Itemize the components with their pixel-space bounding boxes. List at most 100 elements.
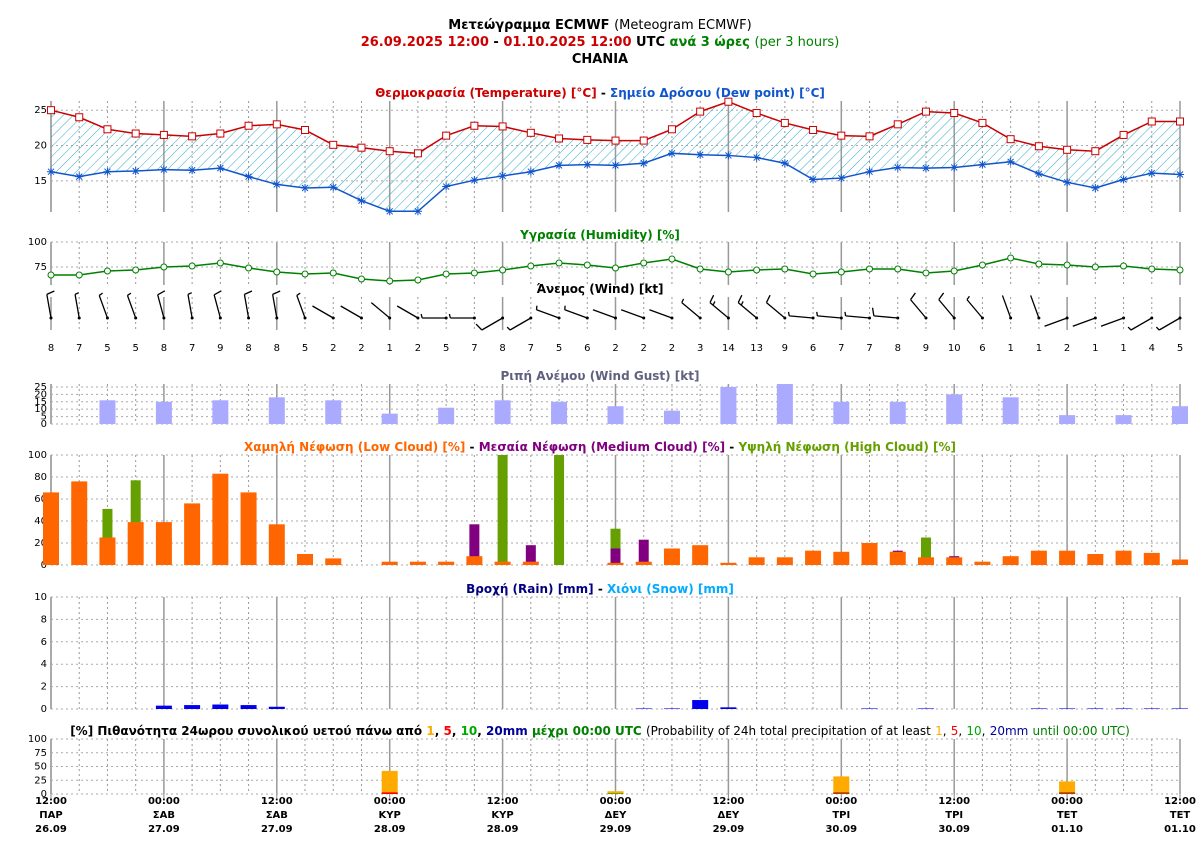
- marker: [75, 271, 83, 279]
- t: Θερμοκρασία (Temperature) [°C]: [375, 86, 597, 100]
- t: ,: [958, 724, 963, 738]
- wind-barb: [370, 302, 391, 319]
- bar: [438, 561, 455, 565]
- bar: [1059, 793, 1076, 794]
- marker: [1147, 117, 1156, 126]
- x-tick-label: 30.09: [938, 824, 970, 835]
- wind-barb: [1044, 317, 1068, 327]
- marker: [499, 266, 507, 274]
- step-en: (per 3 hours): [754, 35, 840, 50]
- wind-speed: 7: [866, 343, 872, 354]
- marker: [103, 125, 112, 134]
- marker: [301, 270, 309, 278]
- bar: [469, 524, 480, 565]
- marker: [470, 176, 479, 185]
- barb-base: [472, 316, 476, 320]
- bar: [1172, 708, 1188, 709]
- t: 10: [966, 724, 982, 738]
- x-tick-label: 30.09: [825, 824, 857, 835]
- barb-base: [1009, 316, 1013, 320]
- x-tick-label: 28.09: [374, 824, 406, 835]
- bar: [184, 705, 201, 709]
- wind-barb: [312, 305, 334, 319]
- marker: [245, 264, 253, 272]
- marker: [386, 277, 394, 285]
- marker: [103, 267, 111, 275]
- bar: [776, 557, 793, 565]
- wind-speed: 5: [132, 343, 138, 354]
- bar: [720, 562, 737, 565]
- wind-barb: [592, 309, 616, 319]
- marker: [131, 129, 140, 138]
- barb-base: [1093, 316, 1097, 320]
- y-tick-label: 25: [34, 382, 47, 393]
- wind-speed: 6: [584, 343, 590, 354]
- barb-base: [642, 316, 646, 320]
- wind-barb: [74, 292, 80, 319]
- bar: [43, 492, 59, 565]
- bar: [268, 706, 285, 709]
- barb-base: [1178, 316, 1182, 320]
- marker: [668, 255, 676, 263]
- barb-base: [783, 316, 787, 320]
- wind-barb: [938, 292, 955, 319]
- panel-title: Άνεμος (Wind) [kt]: [536, 282, 664, 296]
- marker: [1006, 157, 1015, 166]
- bar: [607, 791, 624, 794]
- marker: [357, 143, 366, 152]
- barb-base: [1037, 316, 1041, 320]
- marker: [498, 122, 507, 131]
- marker: [781, 265, 789, 273]
- bar: [102, 508, 113, 565]
- marker: [1063, 178, 1072, 187]
- t: [%] Πιθανότητα 24ωρου συνολικού υετού πά…: [70, 724, 423, 738]
- wind-speed: 2: [415, 343, 421, 354]
- wind-barb: [126, 292, 137, 319]
- marker: [639, 159, 648, 168]
- y-tick-label: 60: [34, 494, 47, 505]
- y-tick-label: 8: [41, 614, 47, 625]
- y-tick-label: 100: [28, 734, 47, 745]
- bar: [381, 413, 398, 424]
- marker: [188, 132, 197, 141]
- wind-speed: 5: [104, 343, 110, 354]
- bar: [1115, 708, 1132, 709]
- t: -: [600, 86, 606, 100]
- wind-barb: [1100, 317, 1124, 327]
- marker: [696, 265, 704, 273]
- wind-barb: [243, 290, 253, 319]
- bar: [522, 561, 539, 565]
- t: Υψηλή Νέφωση (High Cloud) [%]: [738, 440, 957, 454]
- wind-speed: 1: [1036, 343, 1042, 354]
- marker: [752, 109, 761, 118]
- period-end: 01.10.2025 12:00: [503, 35, 632, 50]
- wind-speed: 6: [979, 343, 985, 354]
- wind-speed: 8: [48, 343, 54, 354]
- x-tick-label: ΔΕΥ: [605, 810, 628, 821]
- bar: [663, 548, 680, 565]
- t: Χιόνι (Snow) [mm]: [607, 582, 734, 596]
- marker: [385, 207, 394, 216]
- bar: [692, 545, 709, 565]
- bar: [1115, 550, 1132, 565]
- wind-barb: [1001, 295, 1012, 319]
- marker: [75, 113, 84, 122]
- bar: [268, 524, 285, 565]
- barb-base: [811, 316, 815, 320]
- wind-barb: [871, 307, 898, 319]
- marker: [526, 128, 535, 137]
- barb-base: [952, 316, 956, 320]
- t: ,: [942, 724, 947, 738]
- t: ,: [451, 724, 457, 738]
- bar: [607, 562, 624, 565]
- bar: [776, 384, 793, 424]
- y-tick-label: 20: [34, 538, 47, 549]
- marker: [1034, 169, 1043, 178]
- bar: [917, 557, 934, 565]
- panel-title: Θερμοκρασία (Temperature) [°C] - Σημείο …: [0, 86, 1200, 100]
- marker: [1176, 170, 1184, 179]
- barb-base: [218, 316, 222, 320]
- x-tick-label: 01.10: [1051, 824, 1083, 835]
- marker: [978, 261, 986, 269]
- marker: [1119, 175, 1128, 184]
